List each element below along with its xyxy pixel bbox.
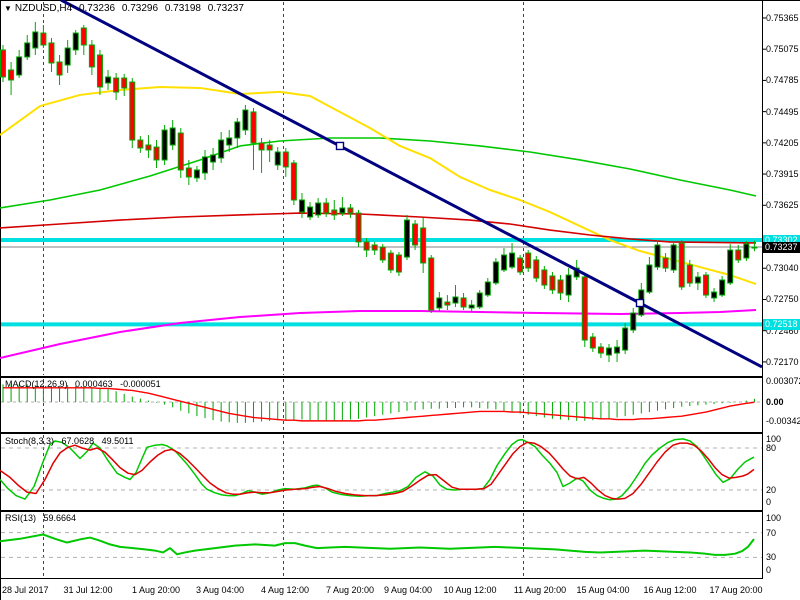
rsi-value: 59.6664 [43,513,77,523]
quote-high: 0.73296 [121,3,159,14]
time-axis-label: 16 Aug 12:00 [643,585,697,595]
macd-axis-label: -0.003428 [766,416,800,426]
time-axis-label: 17 Aug 20:00 [709,585,763,595]
price-axis-label: 0.75075 [766,44,799,54]
stoch-axis-label: 0 [766,497,772,507]
stoch-value-signal: 49.5011 [101,436,134,446]
quote-low: 0.73198 [164,3,201,14]
quote-open: 0.73236 [78,3,116,14]
rsi-name: RSI(13) [5,513,37,523]
chart-title: ▼ NZDUSD,H4 0.73236 0.73296 0.73198 0.732… [4,3,248,14]
time-axis-label: 15 Aug 04:00 [576,585,630,595]
macd-value-signal: -0.000051 [120,379,161,389]
price-axis-label: 0.75365 [766,13,799,23]
rsi-axis-label: 70 [766,528,777,538]
time-axis-label: 4 Aug 12:00 [260,585,310,595]
stoch-name: Stoch(8,3,3) [5,436,55,446]
stoch-axis-label: 20 [766,485,777,495]
symbol-marker-icon: ▼ [4,4,12,13]
macd-label: MACD(12,26,9) 0.000463 -0.000051 [5,379,166,389]
quote-close: 0.73237 [207,3,244,14]
rsi-axis-label: 0 [766,565,772,575]
macd-value-main: 0.000463 [75,379,113,389]
price-axis-label: 0.73625 [766,200,799,210]
price-axis-label: 0.72170 [766,357,799,367]
price-axis-label: 0.73040 [766,263,799,273]
price-axis-label: 0.74785 [766,75,799,85]
macd-axis-label: 0.003072 [766,376,800,386]
price-axis-label: 0.73915 [766,169,799,179]
price-axis-label: 0.72750 [766,294,799,304]
price-line-tag: 0.73302 [763,235,800,246]
time-axis-label: 10 Aug 12:00 [443,585,497,595]
time-axis-label: 9 Aug 04:00 [383,585,433,595]
macd-name: MACD(12,26,9) [5,379,68,389]
rsi-label: RSI(13) 59.6664 [5,513,81,523]
time-axis-label: 31 Jul 12:00 [63,585,113,595]
macd-axis-label: 0.00 [766,397,784,407]
price-line-tag: 0.72518 [763,319,800,330]
time-axis-label: 3 Aug 04:00 [195,585,245,595]
rsi-axis-label: 100 [766,513,782,523]
price-axis-label: 0.74205 [766,138,799,148]
stoch-axis-label: 100 [766,434,782,444]
time-axis-label: 7 Aug 20:00 [325,585,375,595]
symbol-period: NZDUSD,H4 [14,3,73,14]
time-axis-label: 28 Jul 2017 [2,585,49,595]
stoch-label: Stoch(8,3,3) 67.0628 49.5011 [5,436,138,446]
price-axis-label: 0.74495 [766,107,799,117]
time-axis-label: 1 Aug 20:00 [131,585,181,595]
stoch-axis-label: 80 [766,443,777,453]
price-line-tag: 0.73237 [763,242,800,253]
price-axis-label: 0.72460 [766,326,799,336]
time-axis-label: 11 Aug 20:00 [513,585,567,595]
stoch-value-main: 67.0628 [61,436,95,446]
rsi-axis-label: 30 [766,552,777,562]
